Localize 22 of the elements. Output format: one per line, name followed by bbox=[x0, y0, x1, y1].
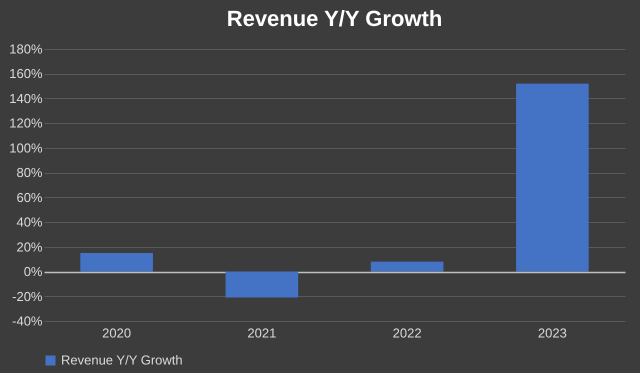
y-tick-label: 60% bbox=[16, 190, 43, 205]
y-tick-label: 160% bbox=[9, 66, 43, 82]
x-tick-label: 2021 bbox=[247, 326, 276, 340]
y-tick-label: 0% bbox=[24, 264, 43, 280]
y-tick-label: 20% bbox=[16, 239, 43, 254]
y-tick-label: 180% bbox=[9, 42, 43, 56]
bar bbox=[370, 262, 444, 272]
bar bbox=[226, 272, 298, 298]
x-tick-label: 2020 bbox=[102, 326, 132, 340]
y-tick-label: 100% bbox=[9, 140, 43, 156]
y-tick-label: -40% bbox=[12, 314, 43, 328]
y-tick-label: -20% bbox=[12, 288, 43, 304]
x-tick-label: 2023 bbox=[538, 326, 567, 340]
legend-label: Revenue Y/Y Growth bbox=[61, 352, 183, 368]
chart-title: Revenue Y/Y Growth bbox=[226, 6, 442, 31]
bar bbox=[80, 253, 153, 272]
y-tick-label: 140% bbox=[9, 90, 43, 106]
bar bbox=[516, 84, 589, 272]
y-tick-label: 80% bbox=[16, 165, 43, 180]
x-tick-label: 2022 bbox=[392, 326, 422, 340]
y-tick-label: 40% bbox=[16, 214, 43, 230]
y-tick-label: 120% bbox=[9, 116, 43, 131]
